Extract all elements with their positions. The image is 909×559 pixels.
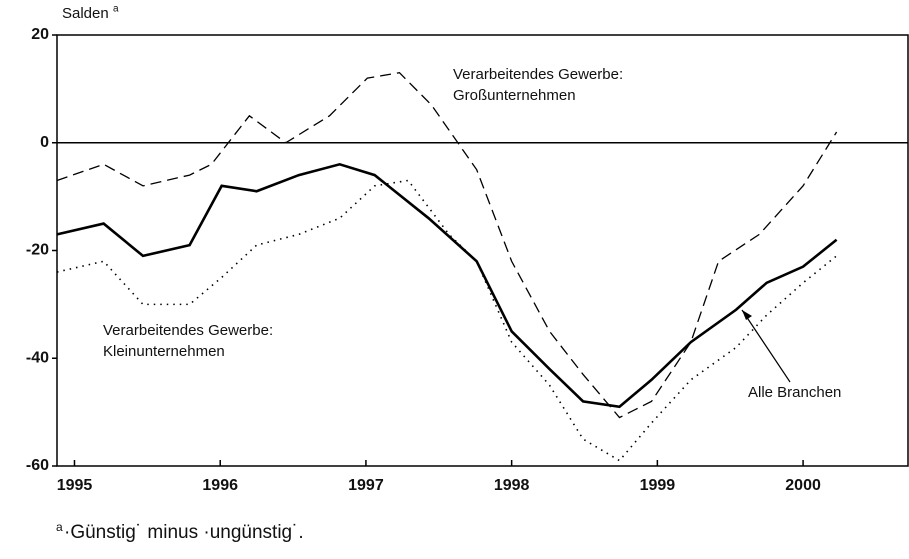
- annotation: Großunternehmen: [453, 87, 576, 104]
- x-tick-label: 1996: [202, 477, 238, 494]
- y-tick-label: -20: [26, 242, 49, 259]
- x-tick-label: 1997: [348, 477, 384, 494]
- y-tick-label: -60: [26, 457, 49, 474]
- footnote: ·Günstig˙ minus ·ungünstig˙.: [64, 522, 304, 543]
- y-axis-label: Salden: [62, 5, 109, 22]
- line-series: [56, 72, 838, 419]
- y-tick-label: 0: [40, 134, 49, 151]
- y-tick-label: 20: [31, 26, 49, 43]
- y-axis-label-note: a: [113, 4, 119, 15]
- annotation: Kleinunternehmen: [103, 343, 225, 360]
- annotation: Verarbeitendes Gewerbe:: [453, 66, 623, 83]
- x-tick-label: 2000: [785, 477, 821, 494]
- annotation: Verarbeitendes Gewerbe:: [103, 322, 273, 339]
- line-series: [56, 179, 838, 462]
- footnote-mark: a: [56, 520, 63, 534]
- arrow-head: [742, 310, 752, 320]
- annotation: Alle Branchen: [748, 384, 841, 401]
- line-series: [56, 162, 838, 409]
- x-tick-label: 1999: [640, 477, 676, 494]
- arrow: [741, 309, 791, 383]
- x-tick-label: 1995: [57, 477, 93, 494]
- x-tick-label: 1998: [494, 477, 530, 494]
- y-tick-label: -40: [26, 349, 49, 366]
